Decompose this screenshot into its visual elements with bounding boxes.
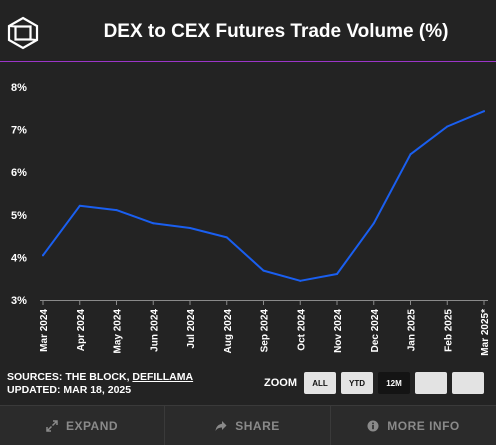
y-tick-label: 7% (11, 125, 27, 137)
x-tick-label: Oct 2024 (296, 309, 307, 351)
zoom-ytd-button[interactable]: YTD (341, 372, 373, 394)
expand-icon (46, 419, 58, 432)
data-point (42, 254, 44, 257)
y-tick-label: 3% (11, 295, 27, 307)
line-chart: 3% 4% 5% 6% 7% 8% Mar 2024 Apr 2024 May 2024 Jun… (11, 82, 491, 356)
data-point (225, 236, 228, 239)
data-point (299, 279, 302, 282)
zoom-label: ZOOM (264, 377, 297, 389)
expand-label: EXPAND (65, 418, 119, 433)
plot-area (42, 110, 485, 282)
header-divider (0, 61, 496, 62)
expand-button[interactable]: EXPAND (0, 406, 164, 445)
x-tick-label: Sep 2024 (260, 309, 271, 353)
more-info-label: MORE INFO (387, 418, 460, 433)
x-tick-label: Aug 2024 (223, 309, 234, 354)
zoom-12m-button[interactable]: 12M (378, 372, 410, 394)
y-tick-label: 4% (11, 252, 27, 264)
x-axis: Mar 2024 Apr 2024 May 2024 Jun 2024 Jul 2024… (39, 300, 491, 356)
x-tick-label: Feb 2025 (443, 309, 454, 352)
defillama-link[interactable]: DEFILLAMA (132, 371, 194, 383)
updated-date: UPDATED: MAR 18, 2025 (7, 384, 132, 396)
data-point (152, 222, 155, 225)
data-point (336, 273, 338, 276)
more-info-button[interactable]: MORE INFO (331, 406, 496, 445)
data-point (409, 153, 412, 156)
x-tick-label: Jul 2024 (186, 309, 197, 349)
x-tick-label: Jan 2025 (407, 309, 418, 352)
info-icon (367, 420, 379, 431)
y-tick-label: 6% (11, 167, 27, 179)
data-point (78, 204, 81, 207)
x-tick-label: May 2024 (113, 309, 124, 354)
footer-toolbar: EXPAND SHARE MORE INFO (0, 405, 496, 445)
x-tick-label: Jun 2024 (149, 309, 160, 352)
zoom-blank-button-2[interactable] (452, 372, 484, 394)
x-tick-label: Nov 2024 (333, 309, 344, 353)
sources-note: SOURCES: THE BLOCK, DEFILLAMA UPDATED: M… (7, 371, 193, 397)
y-tick-label: 5% (11, 210, 27, 222)
share-label: SHARE (235, 418, 280, 433)
y-axis: 3% 4% 5% 6% 7% 8% (11, 82, 27, 307)
series-line (42, 110, 485, 282)
data-point (115, 209, 118, 212)
the-block-logo-icon (7, 16, 39, 50)
sources-prefix: SOURCES: THE BLOCK, (7, 371, 133, 383)
footer-divider (164, 406, 165, 445)
y-tick-label: 8% (11, 82, 27, 94)
data-point (189, 226, 191, 229)
share-icon (215, 420, 227, 431)
zoom-all-button[interactable]: ALL (304, 372, 336, 394)
data-point (446, 125, 449, 128)
x-tick-label: Mar 2025* (480, 309, 491, 356)
chart-header: DEX to CEX Futures Trade Volume (%) (0, 0, 496, 62)
zoom-blank-button-1[interactable] (415, 372, 447, 394)
footer-divider (330, 406, 331, 445)
x-tick-label: Apr 2024 (76, 309, 87, 352)
data-point (372, 222, 375, 225)
chart-title: DEX to CEX Futures Trade Volume (%) (103, 21, 449, 42)
data-point (262, 269, 265, 272)
share-button[interactable]: SHARE (165, 406, 330, 445)
x-tick-label: Dec 2024 (370, 309, 381, 353)
x-tick-label: Mar 2024 (39, 309, 50, 352)
data-point (483, 110, 485, 113)
